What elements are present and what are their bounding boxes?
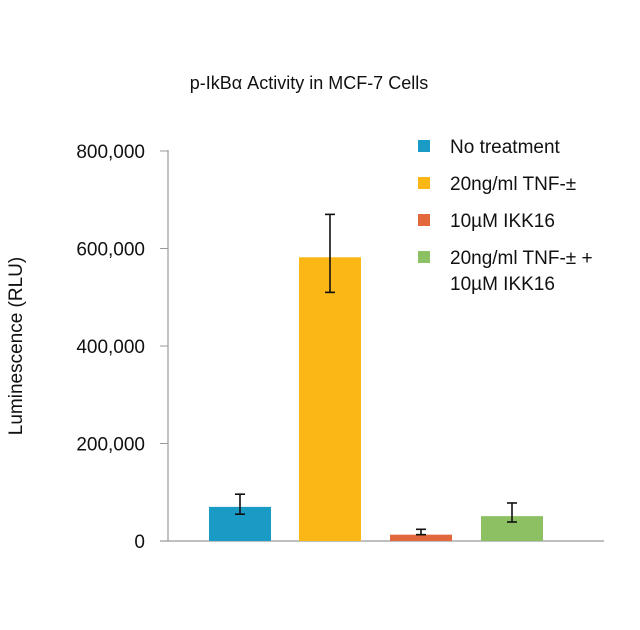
- bar: [299, 257, 361, 541]
- legend-label: 10µM IKK16: [450, 274, 555, 295]
- legend-swatch: [418, 214, 430, 226]
- legend-swatch: [418, 140, 430, 152]
- y-tick-label: 600,000: [76, 240, 145, 261]
- bar: [390, 534, 452, 541]
- y-tick-label: 200,000: [76, 435, 145, 456]
- legend-label: 10µM IKK16: [450, 211, 555, 232]
- chart-title: p-IkBα Activity in MCF-7 Cells: [190, 73, 428, 93]
- y-axis-label: Luminescence (RLU): [6, 257, 27, 435]
- legend-label: 20ng/ml TNF-± +: [450, 248, 593, 269]
- legend-label: No treatment: [450, 137, 561, 158]
- y-tick-label: 800,000: [76, 142, 145, 163]
- legend-label: 20ng/ml TNF-±: [450, 174, 576, 195]
- y-tick-label: 400,000: [76, 337, 145, 358]
- legend-swatch: [418, 177, 430, 189]
- legend-swatch: [418, 251, 430, 263]
- y-tick-label: 0: [134, 532, 145, 553]
